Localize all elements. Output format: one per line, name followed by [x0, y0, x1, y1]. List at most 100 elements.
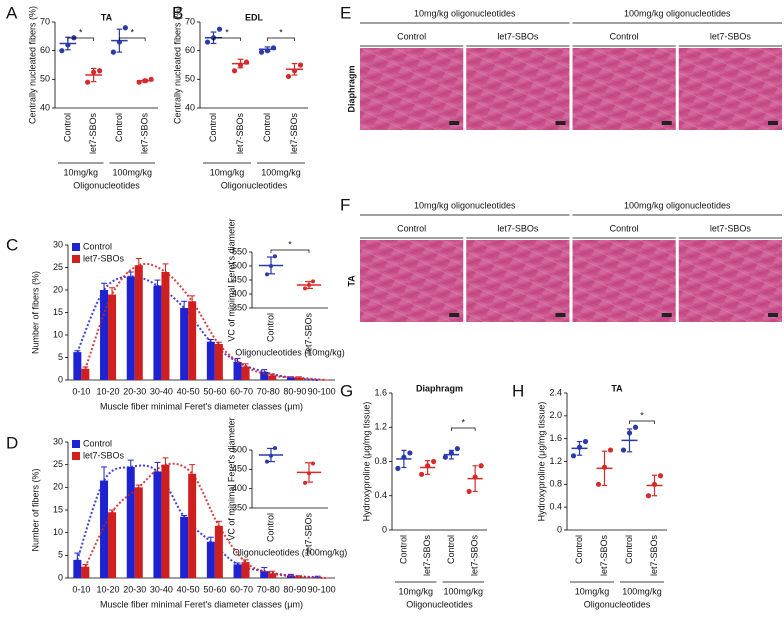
group-label: 100mg/kg [443, 586, 483, 596]
x-tick-label: let7-SBOs [88, 113, 98, 155]
data-point [607, 447, 614, 453]
x-tick-label: 70-80 [257, 584, 280, 594]
y-tick-label: 350 [232, 302, 247, 312]
fit-curve [84, 262, 326, 381]
x-tick-label: 90-100 [308, 386, 336, 396]
bar [286, 377, 295, 380]
group-label: 10mg/kg [398, 586, 433, 596]
x-tick-label: 30-40 [150, 584, 173, 594]
scale-bar [661, 313, 672, 317]
bar [206, 541, 215, 578]
y-tick-label: 500 [232, 260, 247, 270]
chart-title: Diaphragm [416, 383, 463, 393]
data-point [303, 480, 307, 485]
x-tick-label: 60-70 [230, 386, 253, 396]
x-axis-label: Oligonucleotides [221, 180, 288, 190]
y-axis-label: Number of fibers (%) [30, 468, 40, 551]
histology-image [466, 240, 570, 322]
x-tick-label: Control [265, 313, 275, 342]
histology-image [466, 48, 570, 130]
data-point [395, 465, 401, 471]
column-label: let7-SBOs [710, 31, 752, 41]
data-point [204, 39, 211, 45]
column-label: let7-SBOs [710, 223, 752, 233]
data-point [595, 481, 602, 487]
x-tick-label: 0-10 [72, 386, 90, 396]
bar [153, 285, 162, 380]
group-header: 10mg/kg oligonucleotides [414, 8, 516, 18]
data-point [285, 73, 292, 80]
x-tick-label: Control [62, 113, 72, 142]
data-point [620, 447, 627, 453]
significance-bracket [629, 420, 655, 424]
significance-bracket [267, 37, 295, 41]
significance-label: * [225, 27, 229, 37]
bar [180, 516, 189, 578]
x-tick-label: let7-SBOs [140, 113, 150, 155]
legend-label: let7-SBOs [83, 450, 125, 460]
significance-label: * [288, 239, 292, 249]
y-tick-label: 1.6 [374, 387, 387, 397]
y-tick-label: 2.4 [549, 387, 562, 397]
bar [188, 301, 197, 380]
x-tick-label: 60-70 [230, 584, 253, 594]
group-label: 100mg/kg [112, 167, 152, 177]
bar [108, 512, 117, 578]
legend-swatch [72, 255, 80, 263]
data-point [216, 26, 223, 32]
fit-curve [76, 464, 318, 579]
histology-image [572, 240, 676, 322]
x-axis-label: Oligonucleotides [73, 180, 140, 190]
column-label: let7-SBOs [497, 31, 539, 41]
y-tick-label: 0 [58, 374, 63, 384]
bar [161, 272, 170, 380]
data-point [645, 493, 652, 499]
y-tick-label: 0.8 [374, 456, 387, 466]
row-label: Diaphragm [346, 65, 356, 112]
x-tick-label: 10-20 [97, 386, 120, 396]
bar [233, 564, 242, 578]
group-label: 10mg/kg [575, 586, 610, 596]
histology-image [572, 48, 676, 130]
data-point [311, 461, 315, 466]
x-axis-label: Oligonucleotides [406, 599, 473, 609]
column-label: Control [610, 31, 639, 41]
data-point [570, 453, 577, 459]
legend-label: Control [83, 241, 112, 251]
data-point [582, 438, 589, 445]
x-tick-label: Control [208, 113, 218, 142]
x-axis-label: Muscle fiber minimal Feret's diameter cl… [100, 599, 303, 609]
data-point [231, 68, 238, 74]
data-point [59, 48, 65, 54]
significance-label: * [130, 27, 134, 37]
bar [214, 525, 223, 578]
legend-swatch [72, 452, 80, 460]
histology-image [678, 240, 782, 322]
x-axis-label: Oligonucleotides [584, 599, 651, 609]
y-tick-label: 25 [53, 262, 63, 272]
x-tick-label: Control [446, 535, 456, 564]
column-label: Control [610, 223, 639, 233]
data-point [431, 458, 437, 465]
bar [260, 571, 269, 578]
bar [100, 290, 109, 380]
y-axis-label: Centrally nucleated fibers (%) [172, 6, 182, 124]
y-tick-label: 0.4 [374, 490, 387, 500]
y-tick-label: 20 [53, 284, 63, 294]
scale-bar [768, 121, 778, 125]
significance-bracket [270, 249, 310, 253]
group-header: 10mg/kg oligonucleotides [414, 200, 516, 210]
x-tick-label: Control [398, 535, 408, 564]
y-axis-label: Hydroxyproline (μg/mg tissue) [361, 402, 371, 522]
data-point [407, 450, 413, 456]
y-axis-label: Hydroxyproline (μg/mg tissue) [536, 402, 546, 522]
x-tick-label: 0-10 [72, 584, 90, 594]
scale-bar [449, 121, 460, 125]
scale-bar [555, 121, 566, 125]
panel-letter: E [340, 3, 351, 22]
y-tick-label: 5 [58, 352, 63, 362]
x-tick-label: Control [114, 113, 124, 142]
y-tick-label: 5 [58, 550, 63, 560]
y-tick-label: 350 [232, 502, 247, 512]
y-tick-label: 550 [232, 246, 247, 256]
